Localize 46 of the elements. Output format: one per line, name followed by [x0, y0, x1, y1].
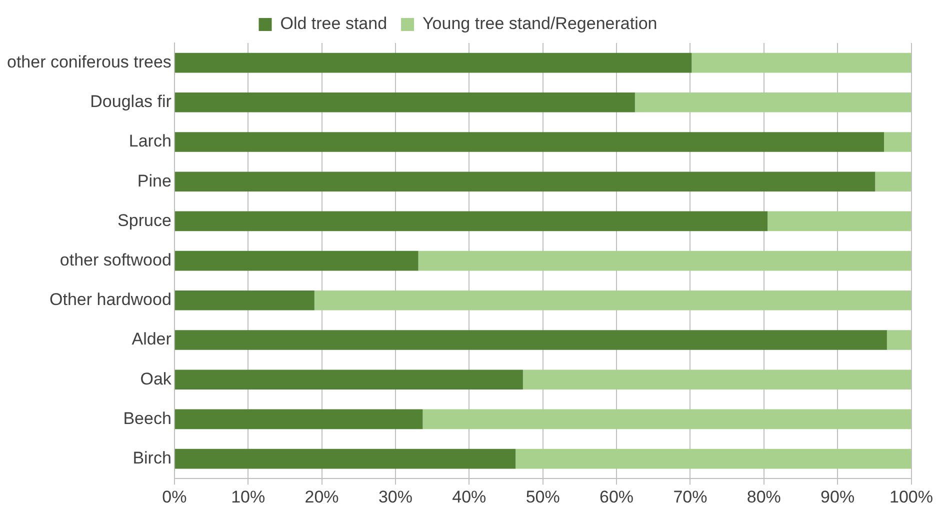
x-tick-label: 70% — [673, 487, 708, 506]
bar — [174, 92, 635, 112]
y-tick-label: Oak — [140, 369, 172, 388]
y-tick-label: Beech — [123, 408, 172, 428]
bar — [174, 250, 418, 271]
bar — [314, 290, 912, 310]
bar — [422, 409, 912, 430]
y-tick-label: Other hardwood — [50, 290, 172, 310]
bar — [174, 370, 523, 390]
bar — [634, 92, 912, 112]
y-tick-label: Pine — [137, 171, 172, 190]
bar — [174, 211, 768, 232]
x-tick-label: 20% — [304, 487, 339, 506]
bar — [875, 172, 912, 192]
x-tick-label: 90% — [820, 487, 855, 506]
bar — [174, 448, 516, 469]
x-tick-label: 100% — [890, 487, 933, 506]
y-tick-label: Douglas fir — [90, 92, 172, 112]
bar — [174, 52, 692, 73]
bar — [886, 330, 912, 350]
bar — [174, 132, 884, 152]
x-tick-label: 10% — [231, 487, 266, 506]
bar — [174, 172, 876, 192]
bar — [884, 132, 912, 152]
y-tick-label: Alder — [132, 330, 172, 349]
bar — [174, 330, 887, 350]
x-tick-label: 60% — [600, 487, 634, 506]
bar — [768, 211, 912, 232]
bar — [418, 250, 912, 271]
x-tick-label: 40% — [452, 487, 486, 506]
legend-label: Old tree stand — [280, 14, 388, 34]
bar — [522, 370, 912, 390]
bar — [692, 52, 912, 73]
legend-label: Young tree stand/Regeneration — [422, 14, 658, 34]
y-tick-label: other softwood — [60, 250, 172, 270]
bar — [174, 409, 423, 430]
x-tick-label: 0% — [162, 487, 187, 506]
x-tick-label: 30% — [378, 487, 412, 506]
y-tick-label: Spruce — [118, 210, 172, 230]
bar — [174, 290, 314, 310]
y-tick-label: other coniferous trees — [7, 52, 172, 72]
y-tick-label: Larch — [128, 132, 172, 151]
x-tick-label: 50% — [526, 487, 560, 506]
bar — [516, 448, 912, 469]
x-tick-label: 80% — [746, 487, 781, 506]
y-tick-label: Birch — [132, 448, 172, 468]
